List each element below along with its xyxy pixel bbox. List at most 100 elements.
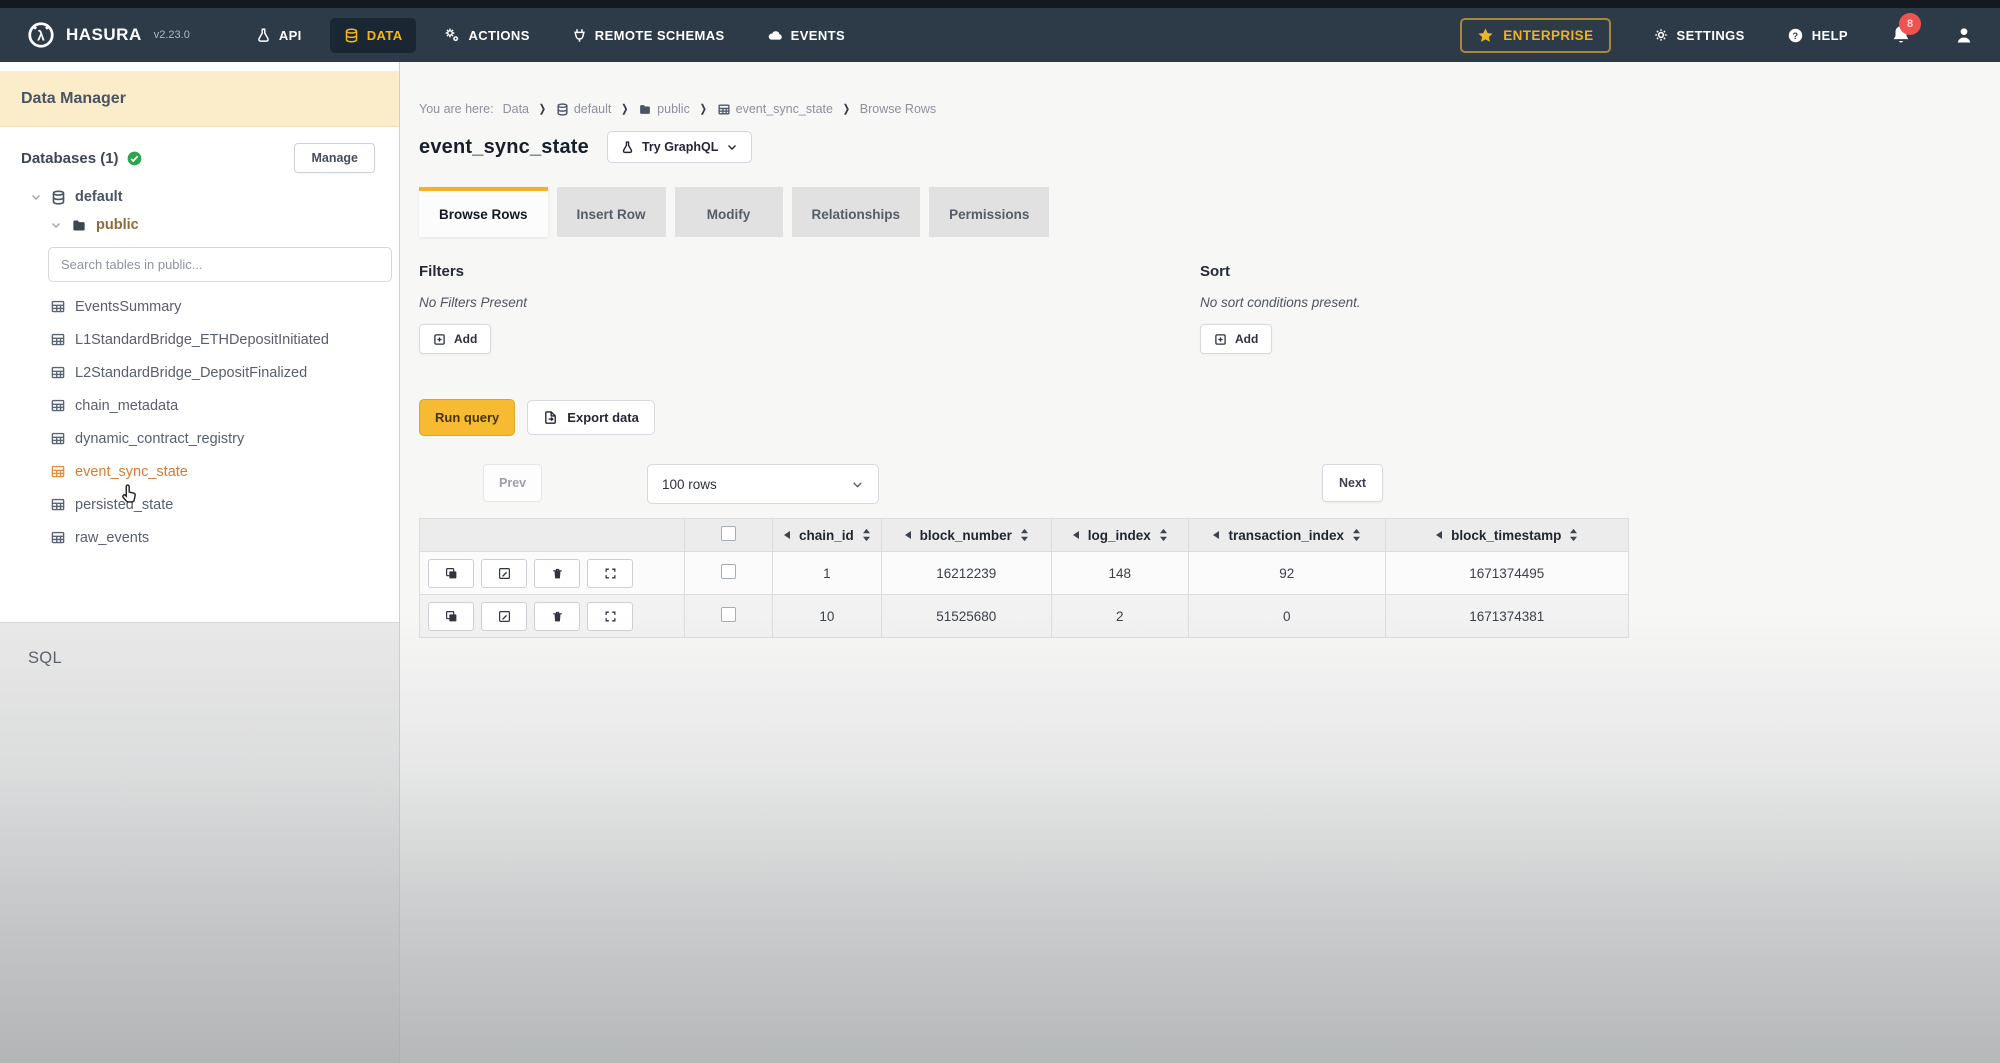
sort-column-icon[interactable] <box>1569 528 1578 542</box>
sidebar-table-item[interactable]: chain_metadata <box>0 389 399 422</box>
table-grid-icon <box>50 332 66 347</box>
hasura-logo-icon: λ <box>26 20 56 50</box>
table-grid-icon <box>50 299 66 314</box>
nav-item-label: REMOTE SCHEMAS <box>594 27 725 43</box>
add-sort-button[interactable]: Add <box>1200 324 1273 354</box>
sidebar-table-item[interactable]: raw_events <box>0 521 399 554</box>
clone-row-button[interactable] <box>428 558 474 588</box>
sidebar-sql-section[interactable]: SQL <box>0 622 399 1063</box>
manage-button[interactable]: Manage <box>294 143 375 173</box>
select-all-checkbox[interactable] <box>721 526 736 541</box>
sort-column-icon[interactable] <box>862 528 871 542</box>
tab-relationships[interactable]: Relationships <box>791 187 921 237</box>
user-avatar-button[interactable] <box>1954 25 1974 45</box>
edit-row-button[interactable] <box>481 601 527 631</box>
breadcrumb-item-public[interactable]: public <box>638 102 690 116</box>
freeze-column-icon[interactable] <box>1212 530 1220 540</box>
sidebar-table-item[interactable]: dynamic_contract_registry <box>0 422 399 455</box>
table-item-label: EventsSummary <box>75 298 182 315</box>
cell-block-number: 16212239 <box>880 551 1052 595</box>
rows-per-page-select[interactable]: 100 rows <box>647 464 879 504</box>
settings-button[interactable]: SETTINGS <box>1653 27 1745 43</box>
expand-row-button[interactable] <box>587 558 633 588</box>
chevron-down-icon[interactable] <box>30 191 42 203</box>
breadcrumb-item-data[interactable]: Data <box>502 102 530 116</box>
column-header-block-number[interactable]: block_number <box>880 518 1052 552</box>
freeze-column-icon[interactable] <box>904 530 912 540</box>
star-icon <box>1477 27 1494 44</box>
sort-column-icon[interactable] <box>1159 528 1168 542</box>
enterprise-button[interactable]: ENTERPRISE <box>1460 17 1611 53</box>
column-header-log-index[interactable]: log_index <box>1050 518 1189 552</box>
freeze-column-icon[interactable] <box>1435 530 1443 540</box>
breadcrumb-item-default[interactable]: default <box>556 102 611 116</box>
sort-column-icon[interactable] <box>1352 528 1361 542</box>
databases-label-wrap: Databases (1) <box>21 150 142 167</box>
sidebar-table-item-selected[interactable]: event_sync_state <box>0 455 399 488</box>
table-grid-icon <box>50 497 66 512</box>
nav-item-label: API <box>278 27 302 43</box>
search-tables-input[interactable] <box>48 247 392 282</box>
expand-row-button[interactable] <box>587 601 633 631</box>
freeze-column-icon[interactable] <box>783 530 791 540</box>
clone-row-button[interactable] <box>428 601 474 631</box>
nav-item-label: EVENTS <box>790 27 846 43</box>
breadcrumb-item-browse-rows[interactable]: Browse Rows <box>859 102 937 116</box>
help-label: HELP <box>1811 27 1848 43</box>
column-header-chain-id[interactable]: chain_id <box>772 518 882 552</box>
table-grid-icon <box>50 431 66 446</box>
sidebar: Data Manager Databases (1) Manage defaul… <box>0 62 400 1063</box>
notifications-button[interactable]: 8 <box>1890 13 1921 46</box>
sort-column-icon[interactable] <box>1020 528 1029 542</box>
nav-item-remote-schemas[interactable]: REMOTE SCHEMAS <box>558 18 739 53</box>
prev-page-button[interactable]: Prev <box>483 464 543 502</box>
nav-item-data[interactable]: DATA <box>329 17 417 53</box>
tree-item-public-schema[interactable]: public <box>0 217 399 233</box>
nav-item-api[interactable]: API <box>242 18 316 53</box>
column-header-block-timestamp[interactable]: block_timestamp <box>1384 518 1629 552</box>
hasura-logo[interactable]: λ HASURA v2.23.0 <box>26 20 190 50</box>
chevron-down-icon[interactable] <box>50 219 62 231</box>
tree-item-default-db[interactable]: default <box>0 189 399 205</box>
check-circle-icon <box>127 151 142 166</box>
svg-text:λ: λ <box>37 29 45 44</box>
edit-row-button[interactable] <box>481 558 527 588</box>
breadcrumb-item-table[interactable]: event_sync_state <box>717 102 833 116</box>
run-query-button[interactable]: Run query <box>419 399 516 436</box>
nav-right-cluster: ENTERPRISE SETTINGS ? HELP 8 <box>1460 13 1974 53</box>
sidebar-table-item[interactable]: persisted_state <box>0 488 399 521</box>
sidebar-table-item[interactable]: L1StandardBridge_ETHDepositInitiated <box>0 323 399 356</box>
letterbox-strip <box>0 0 2000 8</box>
help-button[interactable]: ? HELP <box>1787 27 1848 44</box>
next-page-button[interactable]: Next <box>1322 464 1384 502</box>
cell-block-number: 51525680 <box>880 594 1052 638</box>
sidebar-table-item[interactable]: EventsSummary <box>0 290 399 323</box>
row-checkbox[interactable] <box>721 607 736 622</box>
actions-header-cell <box>419 518 685 552</box>
delete-row-button[interactable] <box>534 601 580 631</box>
version-label: v2.23.0 <box>153 29 190 41</box>
enterprise-label: ENTERPRISE <box>1503 27 1594 43</box>
freeze-column-icon[interactable] <box>1072 530 1080 540</box>
filters-sort-section: Filters No Filters Present Add Sort No s… <box>419 263 2000 381</box>
tab-insert-row[interactable]: Insert Row <box>556 187 666 237</box>
tab-browse-rows[interactable]: Browse Rows <box>419 187 548 237</box>
tab-bar: Browse Rows Insert Row Modify Relationsh… <box>419 187 2000 237</box>
add-filter-button[interactable]: Add <box>419 324 492 354</box>
tab-permissions[interactable]: Permissions <box>929 187 1050 237</box>
gear-icon <box>1653 27 1669 43</box>
brand-name: HASURA <box>66 25 142 44</box>
tab-modify[interactable]: Modify <box>674 187 783 237</box>
row-checkbox[interactable] <box>721 564 736 579</box>
nav-item-label: ACTIONS <box>468 27 530 43</box>
table-item-label: chain_metadata <box>75 397 179 414</box>
sidebar-table-item[interactable]: L2StandardBridge_DepositFinalized <box>0 356 399 389</box>
nav-item-actions[interactable]: ACTIONS <box>430 17 543 53</box>
row-select-cell <box>684 594 773 638</box>
nav-item-events[interactable]: EVENTS <box>753 17 859 53</box>
try-graphql-button[interactable]: Try GraphQL <box>606 131 753 163</box>
tree-item-label: public <box>96 217 139 233</box>
export-data-button[interactable]: Export data <box>527 400 655 435</box>
column-header-transaction-index[interactable]: transaction_index <box>1187 518 1386 552</box>
delete-row-button[interactable] <box>534 558 580 588</box>
